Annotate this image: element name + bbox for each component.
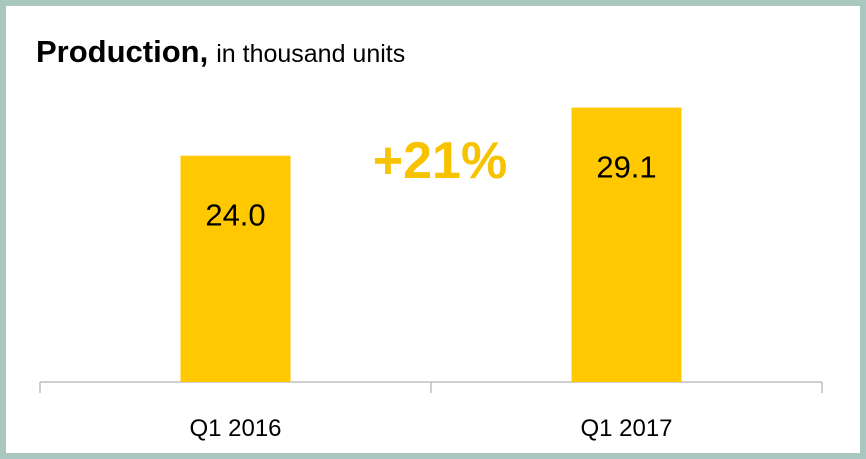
value-label: 29.1	[596, 150, 656, 185]
bar	[571, 107, 682, 382]
x-tick-label: Q1 2017	[580, 415, 672, 442]
annotation: +21%	[373, 132, 507, 190]
chart-subtitle: in thousand units	[216, 40, 405, 68]
x-tick-label: Q1 2016	[189, 415, 281, 442]
value-label: 24.0	[205, 198, 265, 233]
bar	[180, 155, 291, 382]
chart-title: Production,	[36, 34, 208, 69]
